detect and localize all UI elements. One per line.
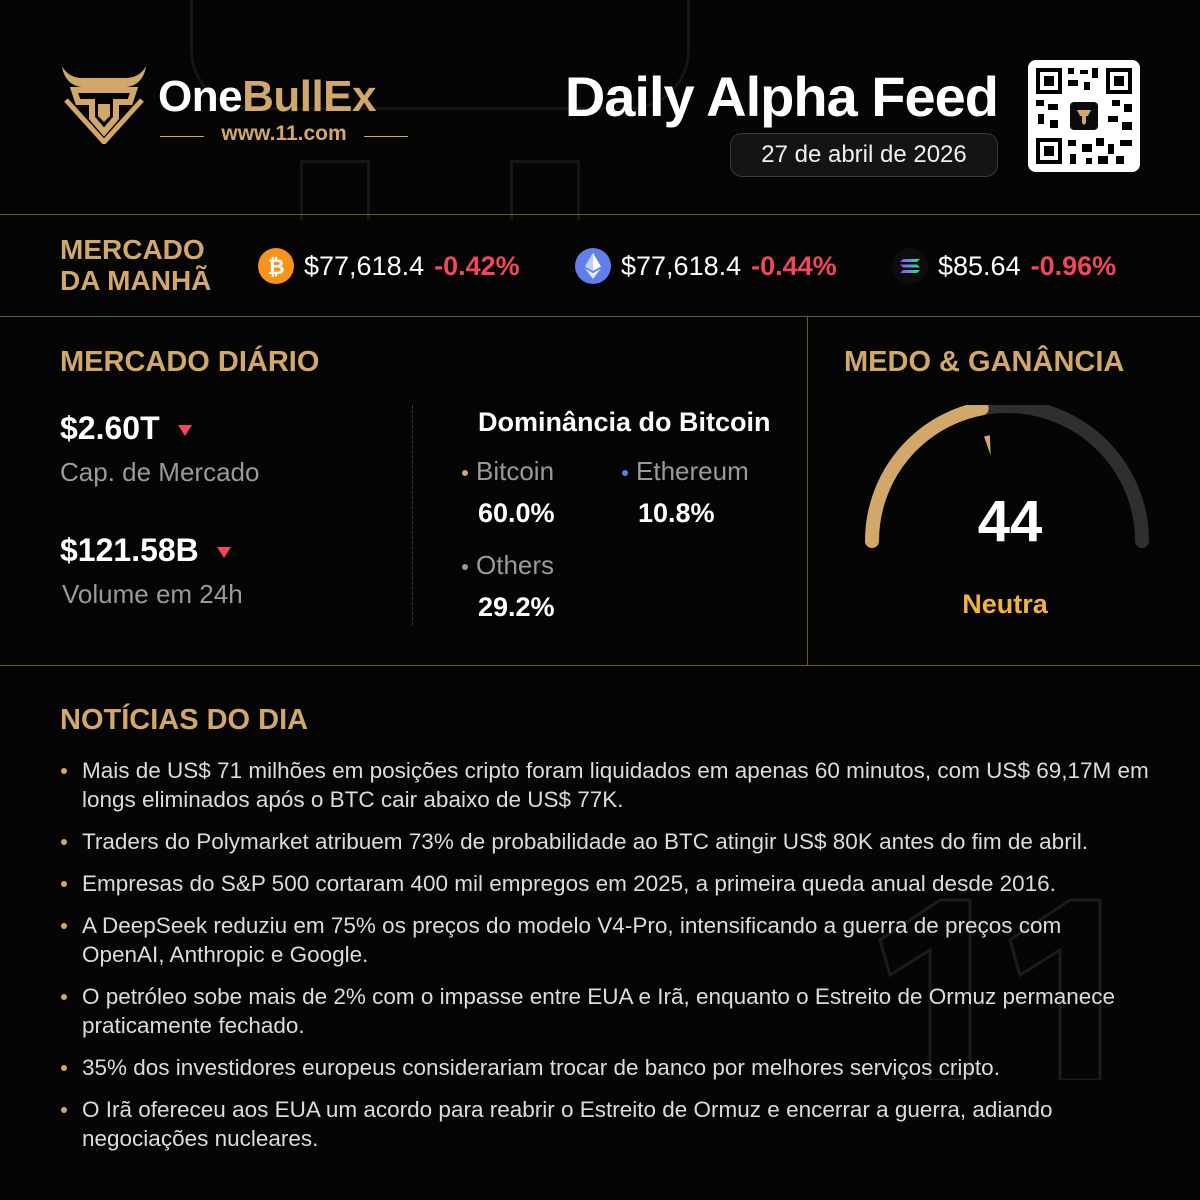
morning-market-label: MERCADO DA MANHÃ xyxy=(60,234,211,296)
morning-market-label-line2: DA MANHÃ xyxy=(60,265,212,296)
gauge-fill xyxy=(865,405,989,548)
sol-price: $85.64 xyxy=(938,250,1021,281)
news-title: NOTÍCIAS DO DIA xyxy=(60,704,309,736)
dominance-ethereum-value: 10.8% xyxy=(638,498,715,528)
morning-market-label-line1: MERCADO xyxy=(60,234,205,265)
volume-label: Volume em 24h xyxy=(62,579,243,609)
others-dot-icon xyxy=(462,564,468,571)
down-arrow-icon xyxy=(216,547,231,559)
section-dashed-divider xyxy=(412,405,413,625)
news-item: Empresas do S&P 500 cortaram 400 mil emp… xyxy=(60,869,1150,898)
eth-change: -0.44% xyxy=(751,250,837,281)
dominance-bitcoin-value: 60.0% xyxy=(478,498,555,528)
daily-market-title: MERCADO DIÁRIO xyxy=(60,346,320,378)
news-item: O petróleo sobe mais de 2% com o impasse… xyxy=(60,982,1150,1040)
dominance-ethereum-label: Ethereum xyxy=(636,456,749,486)
news-item: O Irã ofereceu aos EUA um acordo para re… xyxy=(60,1095,1150,1153)
volume-value: $121.58B xyxy=(60,532,199,568)
dominance-others-label: Others xyxy=(476,550,555,580)
background-watermark-11 xyxy=(878,898,1102,1080)
date-badge: 27 de abril de 2026 xyxy=(730,133,998,177)
brand-url[interactable]: www.11.com xyxy=(160,122,408,146)
qr-code-icon[interactable] xyxy=(1028,60,1140,172)
ticker-btc[interactable]: ₿ $77,618.4 -0.42% xyxy=(258,246,520,286)
gauge-needle-icon xyxy=(984,435,991,456)
btc-dominance-title: Dominância do Bitcoin xyxy=(478,407,771,437)
dominance-others-name: Others xyxy=(462,550,554,581)
bitcoin-dot-icon xyxy=(462,470,468,477)
dominance-others-value: 29.2% xyxy=(478,592,555,622)
volume-row: $121.58B xyxy=(60,532,231,569)
btc-price: $77,618.4 xyxy=(304,250,425,281)
background-watermark-top-stem xyxy=(300,160,370,220)
solana-icon xyxy=(892,248,928,284)
bitcoin-icon: ₿ xyxy=(258,248,294,284)
news-item: A DeepSeek reduziu em 75% os preços do m… xyxy=(60,911,1150,969)
fear-greed-title: MEDO & GANÂNCIA xyxy=(844,346,1125,378)
news-list: Mais de US$ 71 milhões em posições cript… xyxy=(60,756,1150,1166)
divider-vertical xyxy=(807,317,808,665)
background-watermark-top-stem-2 xyxy=(510,160,580,220)
market-cap-value: $2.60T xyxy=(60,410,160,446)
svg-text:₿: ₿ xyxy=(267,255,284,279)
fear-greed-label: Neutra xyxy=(962,589,1048,619)
fear-greed-gauge xyxy=(865,405,1149,548)
divider xyxy=(0,665,1200,666)
eth-price: $77,618.4 xyxy=(621,250,742,281)
ethereum-icon xyxy=(575,248,611,284)
sol-change: -0.96% xyxy=(1030,250,1117,281)
dominance-ethereum-name: Ethereum xyxy=(622,456,749,487)
background-watermark-top xyxy=(190,0,690,110)
onebullex-logo-icon xyxy=(62,66,146,144)
market-cap-label: Cap. de Mercado xyxy=(60,457,260,487)
ticker-sol[interactable]: $85.64 -0.96% xyxy=(892,246,1116,286)
brand-name-white: One xyxy=(158,72,243,121)
divider xyxy=(0,316,1200,317)
news-item: Traders do Polymarket atribuem 73% de pr… xyxy=(60,827,1150,856)
ethereum-dot-icon xyxy=(622,470,628,477)
dominance-bitcoin-label: Bitcoin xyxy=(476,456,555,486)
divider xyxy=(0,214,1200,215)
btc-change: -0.42% xyxy=(434,250,520,281)
news-item: Mais de US$ 71 milhões em posições cript… xyxy=(60,756,1150,814)
brand-name-gold: BullEx xyxy=(242,72,376,121)
down-arrow-icon xyxy=(177,425,192,437)
brand-name: OneBullEx xyxy=(158,72,376,122)
ticker-eth[interactable]: $77,618.4 -0.44% xyxy=(575,246,837,286)
page-title: Daily Alpha Feed xyxy=(564,65,999,128)
market-cap-row: $2.60T xyxy=(60,410,192,447)
dominance-bitcoin-name: Bitcoin xyxy=(462,456,554,487)
fear-greed-value: 44 xyxy=(977,489,1043,554)
news-item: 35% dos investidores europeus considerar… xyxy=(60,1053,1150,1082)
